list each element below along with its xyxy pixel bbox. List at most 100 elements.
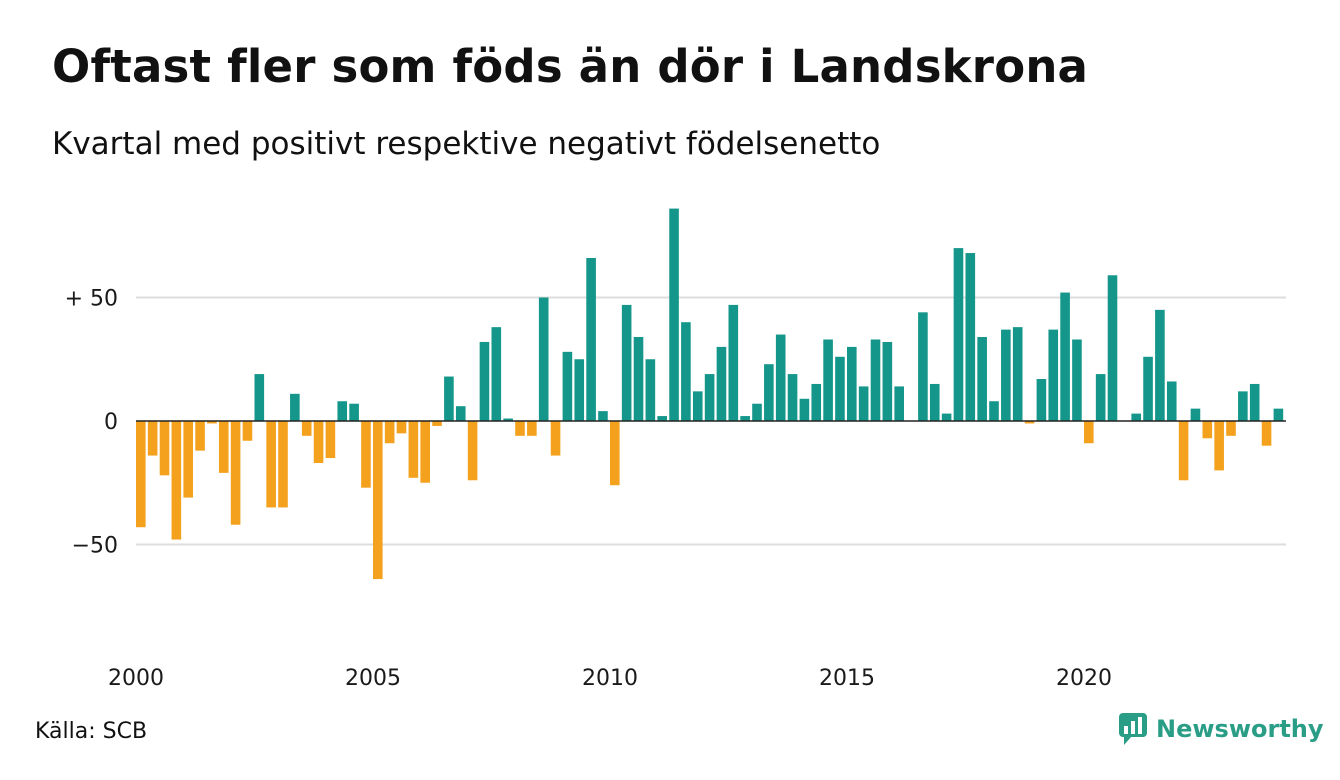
- bar-positive: [1143, 356, 1153, 421]
- bar-positive: [799, 398, 810, 421]
- bar-positive: [835, 356, 845, 421]
- bar-negative: [1178, 421, 1189, 481]
- bar-negative: [242, 421, 253, 441]
- bar-positive: [787, 374, 798, 421]
- bar-negative: [171, 421, 182, 540]
- bar-positive: [1238, 391, 1248, 421]
- bar-positive: [681, 322, 691, 421]
- y-axis-labels: + 50 0 −50: [65, 287, 118, 559]
- bar-positive: [349, 403, 359, 421]
- bar-positive: [716, 346, 727, 421]
- bar-negative: [396, 421, 407, 434]
- bar-positive: [574, 359, 585, 421]
- bar-positive: [1190, 408, 1201, 421]
- newsworthy-logo-icon: [1119, 713, 1147, 745]
- bar-positive: [941, 413, 952, 421]
- bar-positive: [740, 416, 750, 421]
- bar-positive: [1155, 309, 1165, 421]
- bar-negative: [313, 421, 324, 463]
- bar-negative: [195, 421, 205, 451]
- bar-chart: + 50 0 −50 2000 2005 2010 2015 2020: [65, 208, 1286, 691]
- bar-positive: [977, 337, 987, 421]
- bar-positive: [929, 383, 940, 421]
- bar-positive: [894, 386, 904, 421]
- bar-negative: [1024, 421, 1035, 424]
- bar-negative: [1261, 421, 1272, 446]
- x-tick-label: 2010: [582, 666, 638, 691]
- bar-positive: [657, 416, 667, 421]
- bar-positive: [1166, 381, 1177, 421]
- bar-positive: [633, 337, 644, 421]
- bar-negative: [136, 421, 146, 528]
- bar-positive: [562, 351, 573, 421]
- bar-positive: [1072, 339, 1082, 421]
- bar-positive: [1249, 383, 1260, 421]
- bar-positive: [491, 327, 502, 421]
- bar-positive: [290, 393, 300, 421]
- bar-positive: [953, 248, 964, 421]
- bar-positive: [444, 376, 454, 421]
- chart-subtitle: Kvartal med positivt respektive negativt…: [52, 126, 881, 162]
- bar-negative: [266, 421, 276, 508]
- bar-negative: [183, 421, 193, 498]
- bar-positive: [1131, 413, 1141, 421]
- bar-positive: [692, 391, 703, 421]
- brand-logo[interactable]: Newsworthy: [1118, 712, 1324, 746]
- bar-negative: [610, 421, 620, 486]
- bar-negative: [230, 421, 241, 525]
- bar-negative: [325, 421, 336, 459]
- x-axis-labels: 2000 2005 2010 2015 2020: [108, 666, 1112, 691]
- bar-negative: [408, 421, 419, 478]
- bar-negative: [301, 421, 312, 436]
- bar-positive: [918, 312, 928, 421]
- bar-negative: [278, 421, 288, 508]
- y-tick-label: + 50: [65, 287, 118, 312]
- bar-positive: [847, 346, 857, 421]
- bar-positive: [811, 383, 822, 421]
- bar-negative: [1226, 421, 1236, 436]
- bar-negative: [207, 421, 217, 424]
- bar-positive: [775, 334, 786, 421]
- bar-positive: [645, 359, 656, 421]
- bar-negative: [527, 421, 537, 436]
- bar-positive: [669, 208, 679, 421]
- y-tick-label: −50: [72, 534, 118, 559]
- bar-positive: [598, 411, 608, 421]
- x-tick-label: 2020: [1056, 666, 1112, 691]
- bar-negative: [159, 421, 170, 476]
- bar-negative: [1214, 421, 1224, 471]
- bar-negative: [373, 421, 383, 580]
- bar-positive: [764, 364, 774, 421]
- bar-negative: [1084, 421, 1094, 444]
- bar-positive: [1095, 374, 1106, 421]
- bar-negative: [550, 421, 561, 456]
- bar-positive: [254, 374, 265, 421]
- bar-positive: [752, 403, 762, 421]
- y-tick-label: 0: [104, 410, 118, 435]
- chart-title: Oftast fler som föds än dör i Landskrona: [52, 40, 1089, 93]
- bar-positive: [621, 304, 632, 421]
- bar-positive: [870, 339, 881, 421]
- x-tick-label: 2000: [108, 666, 164, 691]
- bars: [136, 208, 1284, 580]
- bar-positive: [538, 297, 549, 421]
- bar-positive: [1036, 379, 1047, 421]
- bar-positive: [1273, 408, 1284, 421]
- bar-positive: [728, 304, 739, 421]
- gridlines: [136, 296, 1286, 546]
- bar-positive: [455, 406, 466, 421]
- bar-positive: [989, 401, 999, 421]
- bar-positive: [1060, 292, 1070, 421]
- bar-positive: [1107, 275, 1118, 421]
- bar-positive: [337, 401, 348, 421]
- bar-positive: [1012, 327, 1023, 421]
- bar-positive: [586, 257, 596, 421]
- bar-negative: [515, 421, 525, 436]
- brand-name: Newsworthy: [1156, 715, 1324, 743]
- bar-positive: [1048, 329, 1059, 421]
- bar-negative: [1202, 421, 1213, 439]
- bar-positive: [704, 374, 715, 421]
- bar-positive: [965, 253, 976, 421]
- x-tick-label: 2015: [819, 666, 875, 691]
- bar-negative: [420, 421, 430, 483]
